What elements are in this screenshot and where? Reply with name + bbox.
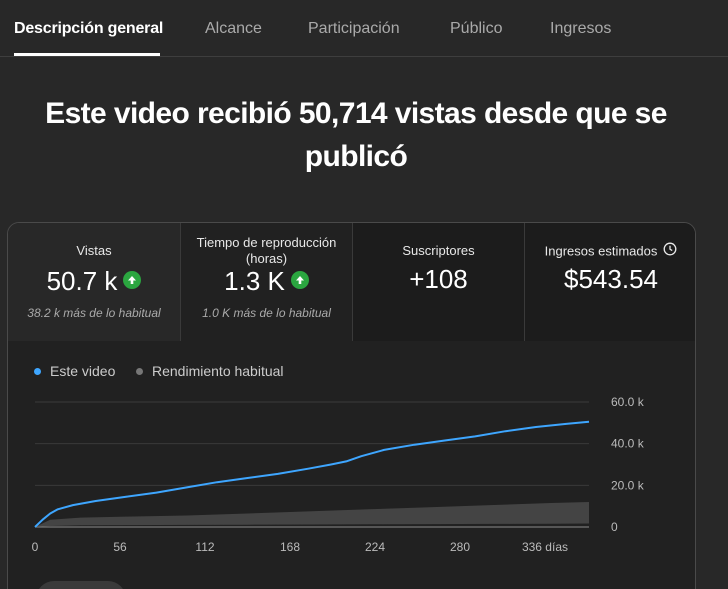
- y-tick-label: 20.0 k: [611, 478, 645, 492]
- tab-ingresos[interactable]: Ingresos: [550, 20, 612, 37]
- x-tick-label: 336 días: [522, 540, 568, 554]
- legend-rendimiento-label: Rendimiento habitual: [152, 363, 284, 379]
- x-tick-label: 168: [280, 540, 300, 554]
- y-tick-label: 40.0 k: [611, 437, 645, 451]
- metric-divider: [524, 223, 525, 341]
- series-este-video-line: [34, 420, 590, 528]
- metric-tiempo-value: 1.3 K: [224, 266, 285, 297]
- metric-divider: [180, 223, 181, 341]
- active-tab-indicator: [14, 53, 160, 56]
- metric-vistas-label: Vistas: [76, 243, 112, 258]
- metric-tiempo-comparison: 1.0 K más de lo habitual: [202, 306, 331, 320]
- see-more-button[interactable]: [36, 581, 126, 589]
- overview-card: Vistas 50.7 k 38.2 k más de lo habitual …: [7, 222, 696, 589]
- series-rendimiento-habitual-band: [35, 502, 589, 527]
- metric-ingresos-estimados[interactable]: Ingresos estimados $543.54: [525, 223, 695, 341]
- metric-suscriptores-label: Suscriptores: [402, 243, 475, 258]
- metric-tiempo-label-line-1: Tiempo de reproducción: [196, 235, 337, 250]
- metric-divider: [352, 223, 353, 341]
- views-line-chart[interactable]: 0 20.0 k 40.0 k 60.0 k 0 56 112 168 224 280 336 dí…: [8, 383, 696, 563]
- metric-suscriptores-value: +108: [409, 264, 468, 294]
- legend-rendimiento-habitual: Rendimiento habitual: [136, 363, 284, 379]
- metric-ingresos-label: Ingresos estimados: [544, 243, 658, 259]
- legend-este-video: Este video: [34, 363, 115, 379]
- metric-vistas-value: 50.7 k: [46, 266, 118, 297]
- legend-este-video-label: Este video: [50, 363, 116, 379]
- metric-ingresos-label-row: Ingresos estimados: [525, 242, 695, 261]
- tab-alcance[interactable]: Alcance: [205, 20, 262, 37]
- tab-bar: Descripción general Alcance Participació…: [0, 0, 728, 57]
- y-tick-label: 60.0 k: [611, 395, 645, 409]
- x-tick-label: 224: [365, 540, 385, 554]
- metric-ingresos-value: $543.54: [564, 264, 658, 294]
- metric-vistas-comparison: 38.2 k más de lo habitual: [27, 306, 161, 320]
- trend-up-icon: [123, 271, 142, 290]
- tab-participacion[interactable]: Participación: [308, 20, 400, 37]
- x-tick-label: 280: [450, 540, 470, 554]
- legend-dot-gray: [136, 367, 143, 375]
- clock-icon: [663, 242, 677, 260]
- x-tick-label: 0: [32, 540, 39, 554]
- y-tick-label: 0: [611, 520, 618, 534]
- metric-vistas[interactable]: Vistas 50.7 k 38.2 k más de lo habitual: [8, 223, 180, 341]
- headline-line-2: publicó: [304, 140, 408, 173]
- trend-up-icon: [290, 271, 309, 290]
- page-headline: Este video recibió 50,714 vistas desde q…: [14, 92, 698, 178]
- legend-dot-blue: [34, 367, 41, 375]
- headline-line-1: Este video recibió 50,714 vistas desde q…: [45, 97, 667, 130]
- metric-tiempo-value-row: 1.3 K: [181, 264, 352, 296]
- tab-publico[interactable]: Público: [450, 20, 503, 37]
- x-tick-label: 56: [113, 540, 127, 554]
- metric-suscriptores[interactable]: Suscriptores +108: [353, 223, 524, 341]
- tab-descripcion-general[interactable]: Descripción general: [14, 20, 164, 37]
- x-tick-label: 112: [195, 540, 214, 554]
- metric-vistas-value-row: 50.7 k: [8, 264, 180, 296]
- metric-tiempo-label-line-2: (horas): [245, 251, 288, 266]
- metric-tiempo-reproduccion[interactable]: Tiempo de reproducción (horas) 1.3 K 1.0…: [181, 223, 352, 341]
